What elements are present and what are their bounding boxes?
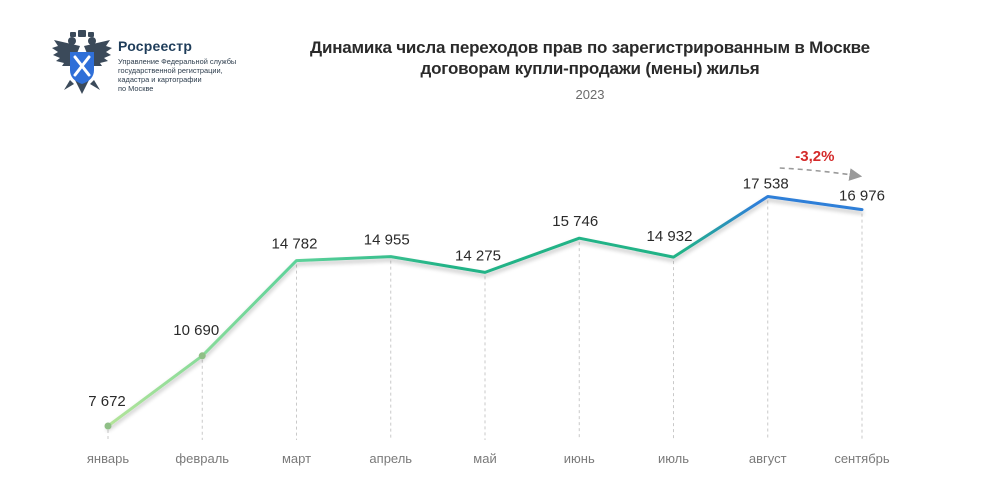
x-tick-label: май <box>473 451 496 466</box>
double-headed-eagle-emblem-icon <box>52 30 112 94</box>
x-tick-label: июль <box>658 451 689 466</box>
data-label: 7 672 <box>88 393 126 410</box>
brand-logo: Росреестр Управление Федеральной службы … <box>50 30 258 100</box>
brand-subtitle-line: Управление Федеральной службы <box>118 57 237 66</box>
brand-subtitle: Управление Федеральной службы государств… <box>118 57 258 93</box>
change-annotation: -3,2% <box>795 148 834 165</box>
x-tick-label: январь <box>87 451 129 466</box>
brand-subtitle-line: государственной регистрации, <box>118 66 223 75</box>
x-tick-label: июнь <box>564 451 595 466</box>
data-label: 16 976 <box>839 188 885 205</box>
data-label: 15 746 <box>552 213 598 230</box>
data-label: 14 275 <box>455 247 501 264</box>
x-tick-label: август <box>749 451 787 466</box>
data-point <box>104 422 112 430</box>
brand-name: Росреестр <box>118 38 193 54</box>
chart-title-line: договорам купли-продажи (мены) жилья <box>420 59 760 78</box>
data-label: 14 932 <box>647 228 693 245</box>
data-label: 17 538 <box>743 176 789 193</box>
brand-subtitle-line: по Москве <box>118 84 154 93</box>
data-point <box>198 352 206 360</box>
x-tick-label: сентябрь <box>834 451 890 466</box>
data-label: 14 782 <box>272 236 318 253</box>
data-label: 14 955 <box>364 232 410 249</box>
x-tick-label: март <box>282 451 311 466</box>
change-arrow <box>779 167 863 181</box>
x-tick-label: февраль <box>175 451 229 466</box>
x-tick-label: апрель <box>369 451 412 466</box>
brand-subtitle-line: кадастра и картографии <box>118 75 202 84</box>
chart-title: Динамика числа переходов прав по зарегис… <box>280 37 900 79</box>
chart-subtitle: 2023 <box>575 87 605 102</box>
chart-title-line: Динамика числа переходов прав по зарегис… <box>310 38 870 57</box>
data-label: 10 690 <box>173 322 219 339</box>
series-line <box>106 195 864 428</box>
